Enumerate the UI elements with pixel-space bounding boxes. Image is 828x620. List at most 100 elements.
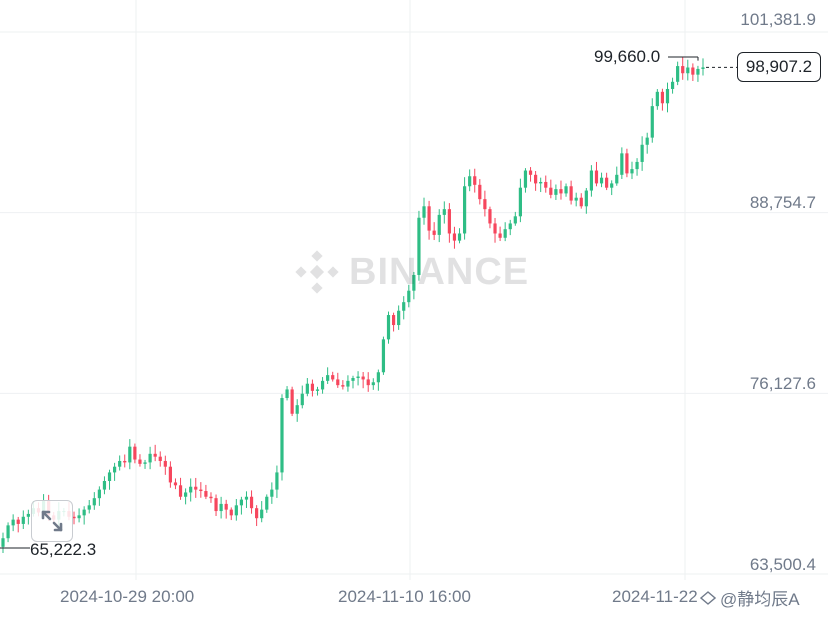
candle-body xyxy=(457,233,462,241)
candle-body xyxy=(422,206,426,218)
candle-body xyxy=(310,383,315,391)
candle-body xyxy=(686,67,690,74)
price-tick-label: 88,754.7 xyxy=(749,193,816,212)
candle-body xyxy=(315,389,320,391)
share-icon xyxy=(700,590,716,605)
high-price-label: 99,660.0 xyxy=(594,47,661,66)
author-name: @静均辰A xyxy=(720,590,800,609)
candle-body xyxy=(138,459,142,464)
candle-body xyxy=(366,379,370,386)
candle-body xyxy=(640,144,644,162)
candle-body xyxy=(655,91,659,107)
candle-body xyxy=(148,453,152,463)
candle-body xyxy=(645,137,649,145)
candle-body xyxy=(265,496,269,510)
candle-body xyxy=(92,498,96,506)
candle-body xyxy=(518,187,522,217)
candle-body xyxy=(123,460,127,463)
candle-body xyxy=(199,489,203,492)
candle-body xyxy=(503,229,507,238)
low-price-label: 65,222.3 xyxy=(30,540,97,559)
candle-body xyxy=(676,66,680,82)
candle-body xyxy=(513,216,517,224)
candle-body xyxy=(417,217,421,275)
candle-body xyxy=(534,174,538,184)
candle-body xyxy=(376,372,380,383)
candle-body xyxy=(112,466,117,473)
candle-body xyxy=(462,186,467,234)
candle-body xyxy=(351,377,355,381)
candle-body xyxy=(102,481,107,490)
candle-body xyxy=(107,472,112,482)
candle-body xyxy=(336,379,340,386)
expand-arrows-icon xyxy=(41,510,63,532)
candle-body xyxy=(584,190,588,207)
candle-body xyxy=(498,233,502,238)
candle-body xyxy=(625,153,629,174)
author-watermark: @静均辰A xyxy=(700,585,800,610)
candles xyxy=(1,57,705,553)
candle-body xyxy=(407,290,411,303)
candle-body xyxy=(361,376,365,380)
candle-body xyxy=(665,88,670,104)
candle-body xyxy=(270,489,274,497)
candle-body xyxy=(11,519,15,526)
candle-body xyxy=(219,503,223,512)
candle-body xyxy=(549,187,553,195)
candle-body xyxy=(133,446,137,460)
candle-body xyxy=(488,209,492,224)
candle-body xyxy=(574,197,578,201)
candle-body xyxy=(620,153,624,175)
candle-body xyxy=(280,398,284,473)
candle-body xyxy=(229,509,233,516)
candle-body xyxy=(478,184,482,200)
candle-body xyxy=(128,446,132,463)
candle-body xyxy=(589,170,594,191)
candle-body xyxy=(153,453,157,457)
candle-body xyxy=(275,472,279,490)
candle-body xyxy=(670,81,675,89)
candle-body xyxy=(544,181,548,188)
candle-body xyxy=(173,482,178,486)
candle-body xyxy=(473,176,477,185)
candle-body xyxy=(391,315,396,326)
price-markers xyxy=(0,56,737,549)
candle-body xyxy=(691,67,695,75)
candle-body xyxy=(564,186,568,194)
candle-body xyxy=(290,389,294,414)
candle-body xyxy=(701,67,705,69)
candle-body xyxy=(528,170,533,175)
candle-body xyxy=(1,538,5,547)
candle-body xyxy=(579,197,583,207)
candle-body xyxy=(260,509,264,519)
candle-body xyxy=(72,516,76,519)
candle-body xyxy=(493,223,497,234)
expand-chart-button[interactable] xyxy=(31,500,73,542)
candle-body xyxy=(346,380,350,387)
candle-body xyxy=(87,505,91,510)
candle-body xyxy=(214,498,218,512)
candle-body xyxy=(163,460,167,467)
candle-body xyxy=(300,393,304,406)
candle-body xyxy=(554,189,558,195)
candle-body xyxy=(21,516,25,524)
candle-body xyxy=(82,509,86,516)
time-tick-label: 2024-11-10 16:00 xyxy=(338,587,471,606)
grid-lines xyxy=(0,0,828,580)
candle-body xyxy=(143,462,147,464)
candle-body xyxy=(194,486,198,490)
candle-body xyxy=(244,496,249,500)
candle-body xyxy=(178,485,183,497)
candle-body xyxy=(523,170,528,188)
candle-body xyxy=(16,519,20,524)
candle-body xyxy=(295,405,299,414)
candle-body xyxy=(118,460,122,467)
candle-body xyxy=(630,169,634,174)
candle-body xyxy=(447,209,451,234)
candle-body xyxy=(168,466,172,483)
time-tick-label: 2024-10-29 20:00 xyxy=(60,587,195,606)
candle-body xyxy=(559,189,563,194)
price-tick-label: 76,127.6 xyxy=(749,374,816,393)
candle-body xyxy=(255,508,259,519)
